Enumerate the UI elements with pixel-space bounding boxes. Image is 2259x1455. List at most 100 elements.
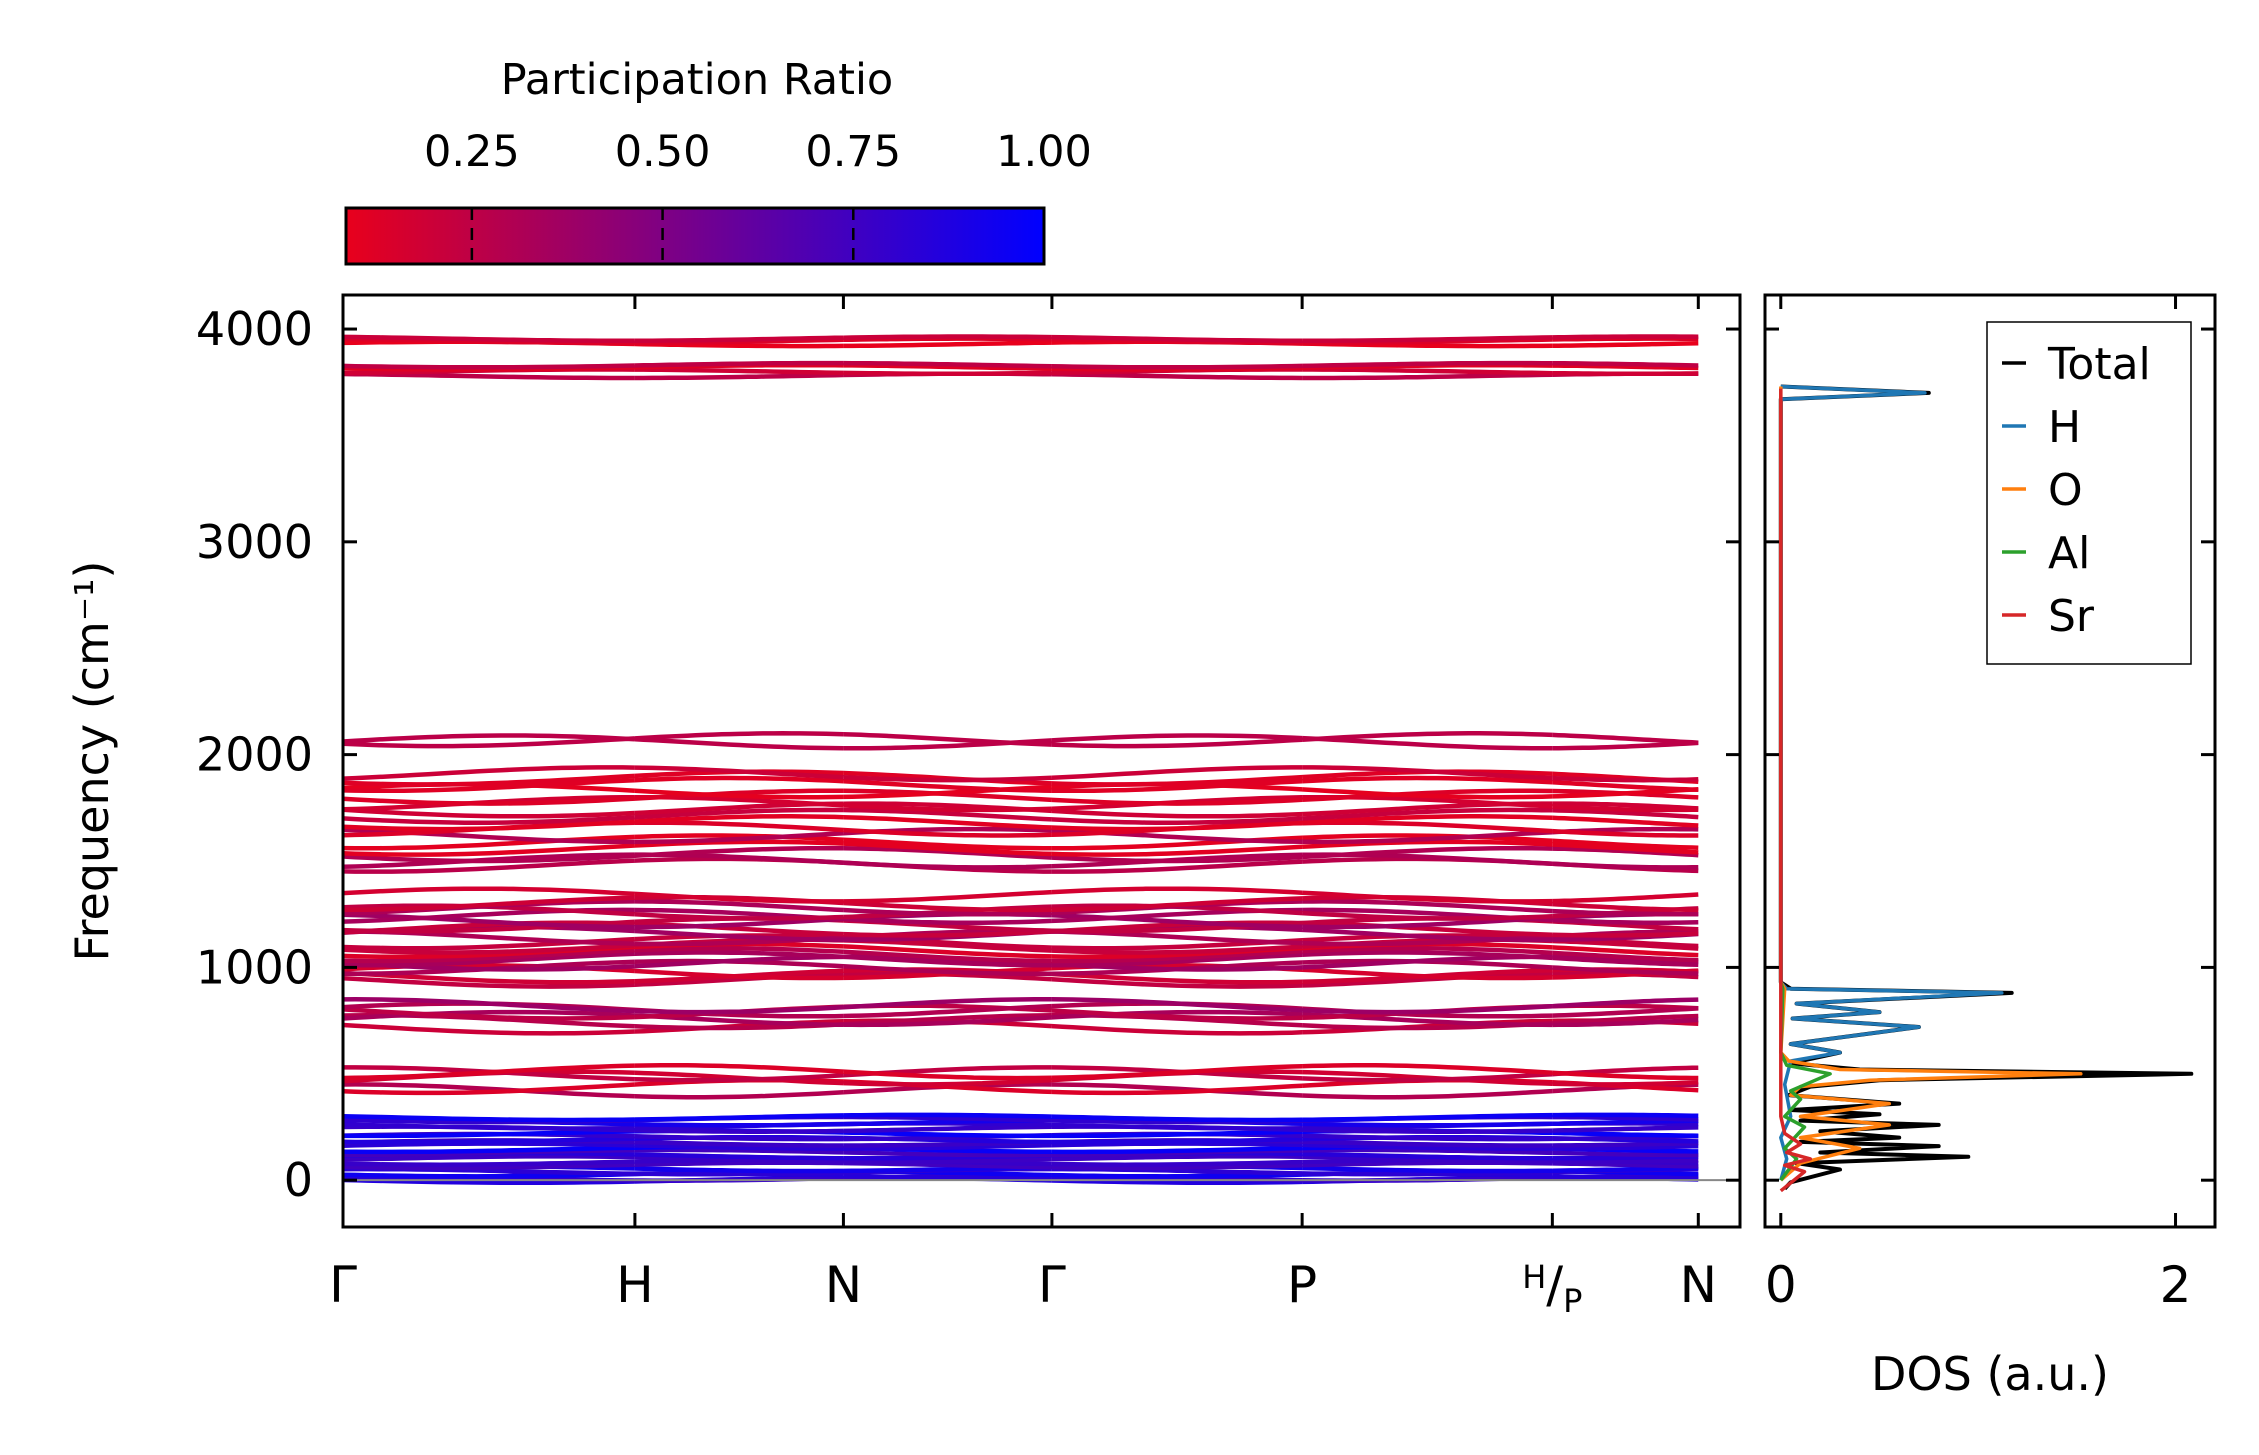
band-line [634, 950, 844, 960]
colorbar-label: Participation Ratio [501, 55, 894, 105]
band-line [343, 951, 635, 968]
band-line [1301, 910, 1553, 921]
band-line [1302, 899, 1553, 914]
band-x-tick-label: H/P [1522, 1256, 1582, 1320]
band-line [1552, 917, 1699, 925]
band-line [843, 803, 1052, 813]
band-line [343, 1007, 635, 1021]
band-line [1552, 861, 1699, 870]
band-line [1552, 828, 1699, 838]
band-line [1302, 1139, 1553, 1148]
band-line [1302, 765, 1553, 781]
dos-x-tick-label: 2 [2160, 1256, 2192, 1314]
band-line [1302, 1133, 1553, 1142]
band-line [343, 1129, 635, 1139]
band-line [343, 807, 636, 819]
band-y-tick-label: 1000 [196, 940, 313, 994]
band-line [343, 1159, 635, 1167]
colorbar-gradient [344, 206, 1046, 266]
band-line [634, 814, 844, 824]
band-line [843, 1142, 1052, 1151]
band-line [1302, 1112, 1553, 1123]
band-line [1301, 946, 1553, 956]
band-line [1552, 1158, 1699, 1164]
band-line [1552, 1112, 1699, 1119]
band-x-tick-label: Γ [1038, 1256, 1066, 1314]
band-line [343, 843, 636, 857]
band-line [343, 1063, 635, 1081]
band-axes: 0 1000 2000 3000 4000 Γ H N Γ P H/P N [196, 295, 1740, 1320]
band-line [634, 830, 844, 845]
band-line [1552, 1140, 1699, 1148]
band-line [1552, 838, 1699, 850]
band-line [1051, 920, 1303, 934]
band-line [1051, 997, 1303, 1013]
band-line [634, 1005, 844, 1015]
band-line [343, 1082, 636, 1096]
band-line [634, 833, 844, 842]
band-line [1552, 965, 1699, 976]
band-line [634, 788, 844, 800]
legend-frame [1986, 321, 2192, 665]
band-line [343, 970, 635, 985]
band-line [843, 944, 1052, 959]
band-line [1051, 944, 1303, 955]
band-line [1302, 360, 1553, 369]
legend-label: O [2048, 465, 2083, 516]
band-line [343, 895, 635, 913]
legend-label: H [2048, 402, 2081, 453]
band-line [1552, 1150, 1699, 1158]
band-line [343, 1082, 635, 1099]
band-line [843, 846, 1053, 860]
band-line [1301, 735, 1553, 751]
band-line [843, 900, 1052, 913]
band-line [1552, 1006, 1699, 1018]
band-line [634, 367, 844, 376]
band-x-tick-label: N [1680, 1256, 1717, 1314]
band-line [1552, 815, 1699, 828]
band-line [1051, 1082, 1303, 1098]
band-line [634, 736, 844, 751]
band-line [1301, 890, 1553, 904]
band-line [343, 796, 636, 806]
band-line [1302, 367, 1553, 376]
band-line [1051, 1023, 1303, 1036]
band-line [1051, 1162, 1303, 1171]
band-line [1552, 341, 1699, 349]
band-line [634, 372, 844, 381]
band-line [343, 815, 636, 825]
band-line [1302, 820, 1553, 834]
band-line [634, 916, 844, 930]
colorbar-tick-label: 0.25 [424, 127, 520, 177]
band-line [843, 340, 1052, 349]
legend-items: Total HO Al Sr [2002, 339, 2151, 642]
band-line [843, 807, 1053, 822]
band-y-tick-label: 0 [284, 1153, 313, 1207]
band-line [343, 886, 636, 897]
band-line [1051, 737, 1303, 749]
band-line [1552, 950, 1699, 963]
band-line [1302, 829, 1553, 845]
band-line [1302, 1003, 1553, 1015]
band-line [1552, 846, 1699, 858]
band-line [1552, 908, 1699, 917]
band-line [634, 1113, 844, 1122]
band-line [1051, 797, 1303, 806]
band-line [343, 975, 635, 989]
band-line [1051, 778, 1303, 794]
band-line [343, 943, 636, 955]
band-line [634, 1143, 844, 1151]
band-line [1051, 1178, 1303, 1185]
band-line [1302, 1154, 1553, 1164]
band-line [634, 1128, 844, 1134]
dos-legend: Total HO Al Sr [1986, 321, 2192, 665]
band-line [1302, 1142, 1553, 1151]
band-line [1302, 1121, 1553, 1128]
band-line [843, 964, 1052, 977]
dos-x-tick-label: 0 [1765, 1256, 1797, 1314]
band-line [1552, 1165, 1699, 1173]
band-line [1051, 334, 1303, 343]
band-y-tick-label: 3000 [196, 515, 313, 569]
